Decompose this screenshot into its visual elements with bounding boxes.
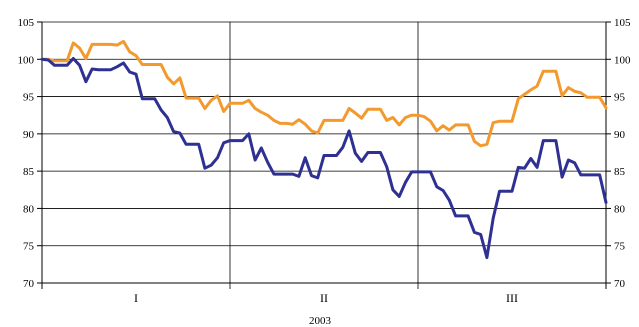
- x-axis-title: 2003: [309, 315, 332, 327]
- y-tick-label-left: 85: [23, 166, 35, 178]
- y-tick-label-right: 75: [614, 241, 626, 253]
- gridlines: [42, 21, 606, 289]
- y-tick-label-right: 90: [614, 129, 626, 141]
- y-tick-label-right: 70: [614, 278, 626, 290]
- y-tick-label-left: 105: [18, 17, 35, 29]
- y-tick-label-right: 105: [614, 17, 631, 29]
- series-line-1: [40, 39, 608, 148]
- y-tick-label-left: 70: [23, 278, 35, 290]
- x-tick-label-quarter: I: [134, 291, 138, 305]
- y-tick-label-left: 80: [23, 203, 35, 215]
- y-tick-label-left: 75: [23, 241, 35, 253]
- axes: [37, 21, 611, 289]
- y-tick-label-left: 100: [18, 54, 35, 66]
- y-tick-label-right: 95: [614, 92, 626, 104]
- y-tick-label-right: 100: [614, 54, 631, 66]
- y-tick-label-left: 90: [23, 129, 35, 141]
- y-tick-label-left: 95: [23, 92, 35, 104]
- data-series: [40, 39, 608, 260]
- y-tick-label-right: 80: [614, 203, 626, 215]
- x-tick-label-quarter: III: [506, 291, 518, 305]
- y-tick-label-right: 85: [614, 166, 626, 178]
- series-line-2: [40, 57, 608, 260]
- x-tick-label-quarter: II: [320, 291, 328, 305]
